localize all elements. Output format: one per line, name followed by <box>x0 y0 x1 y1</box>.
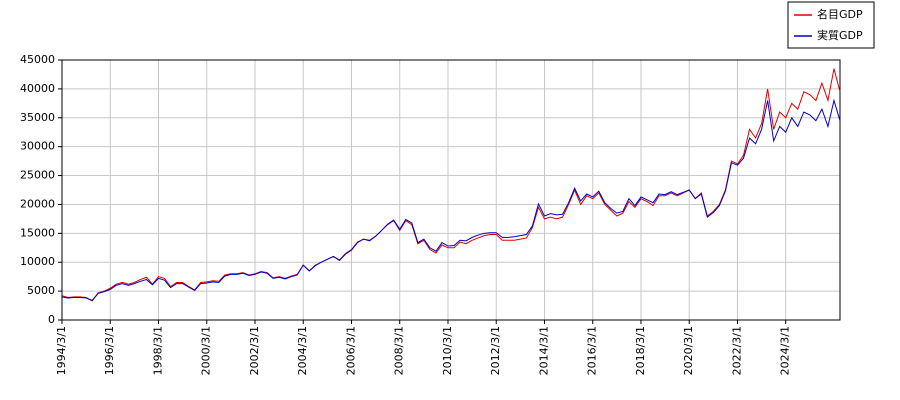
legend-box <box>787 1 875 49</box>
plot-frame <box>61 59 841 321</box>
x-tick-label: 1996/3/1 <box>103 326 116 375</box>
x-tick-label: 2004/3/1 <box>296 326 309 375</box>
y-tick-label: 35000 <box>20 111 55 124</box>
x-tick-label: 2020/3/1 <box>682 326 695 375</box>
x-tick-label: 2014/3/1 <box>537 326 550 375</box>
legend-label: 名目GDP <box>817 7 863 21</box>
y-tick-label: 20000 <box>20 197 55 210</box>
x-tick-label: 2002/3/1 <box>248 326 261 375</box>
x-tick-label: 1994/3/1 <box>55 326 68 375</box>
x-tick-label: 2008/3/1 <box>393 326 406 375</box>
x-tick-label: 2010/3/1 <box>441 326 454 375</box>
plot-area <box>62 60 840 320</box>
x-tick-label: 1998/3/1 <box>151 326 164 375</box>
y-tick-label: 25000 <box>20 169 55 182</box>
x-tick-label: 2000/3/1 <box>200 326 213 375</box>
y-tick-label: 15000 <box>20 226 55 239</box>
y-tick-label: 30000 <box>20 140 55 153</box>
y-tick-label: 40000 <box>20 82 55 95</box>
y-tick-label: 0 <box>48 313 55 326</box>
y-tick-label: 10000 <box>20 255 55 268</box>
y-tick-label: 5000 <box>27 284 55 297</box>
x-tick-label: 2006/3/1 <box>344 326 357 375</box>
x-tick-label: 2018/3/1 <box>634 326 647 375</box>
legend-label: 実質GDP <box>817 28 863 42</box>
x-tick-label: 2016/3/1 <box>586 326 599 375</box>
legend: 名目GDP 実質GDP <box>787 1 875 49</box>
data-line <box>61 98 841 301</box>
x-tick-label: 2012/3/1 <box>489 326 502 375</box>
x-tick-label: 2024/3/1 <box>779 326 792 375</box>
x-tick-label: 2022/3/1 <box>730 326 743 375</box>
y-tick-label: 45000 <box>20 53 55 66</box>
